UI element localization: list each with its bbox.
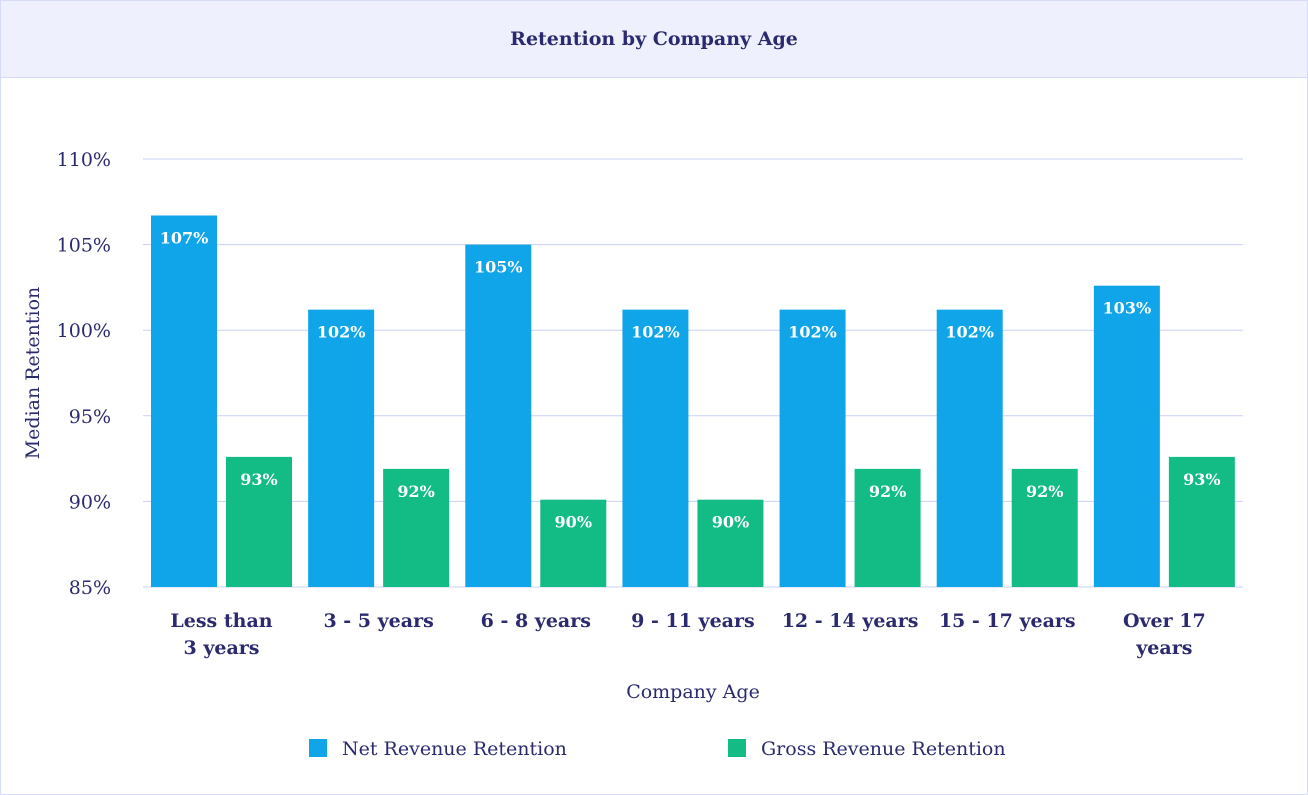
data-label: 92% <box>869 482 906 501</box>
x-tick-label: 12 - 14 years <box>782 610 919 632</box>
x-tick-label: years <box>1135 637 1192 659</box>
data-label: 90% <box>555 513 592 532</box>
gross-retention-bar <box>697 499 764 587</box>
y-tick-label: 85% <box>69 577 111 599</box>
data-label: 102% <box>945 323 994 342</box>
data-label: 92% <box>397 482 434 501</box>
x-axis-label: Company Age <box>626 681 760 703</box>
data-label: 90% <box>712 513 749 532</box>
data-label: 92% <box>1026 482 1063 501</box>
net-retention-bar <box>465 244 532 587</box>
x-tick-label: Over 17 <box>1123 610 1206 632</box>
y-tick-label: 95% <box>69 406 111 428</box>
x-tick-label: 3 - 5 years <box>323 610 433 632</box>
net-retention-bar <box>779 309 846 587</box>
gross-retention-bar <box>540 499 607 587</box>
legend-swatch <box>728 739 746 757</box>
gross-retention-bar <box>1011 468 1078 587</box>
data-label: 102% <box>788 323 837 342</box>
data-label: 105% <box>474 258 523 277</box>
gross-retention-bar <box>1168 456 1235 587</box>
y-tick-label: 90% <box>69 491 111 513</box>
x-tick-label: 15 - 17 years <box>939 610 1076 632</box>
net-retention-bar <box>936 309 1003 587</box>
x-tick-label: Less than <box>170 610 272 632</box>
chart-title: Retention by Company Age <box>510 28 798 50</box>
legend-label: Net Revenue Retention <box>342 738 567 760</box>
legend-swatch <box>309 739 327 757</box>
gross-retention-bar <box>226 456 292 587</box>
data-label: 107% <box>160 228 209 247</box>
data-label: 93% <box>1183 470 1220 489</box>
x-tick-label: 3 years <box>184 637 260 659</box>
y-axis-label: Median Retention <box>22 287 44 460</box>
net-retention-bar <box>622 309 689 587</box>
gross-retention-bar <box>383 468 450 587</box>
y-tick-label: 105% <box>57 235 111 257</box>
gross-retention-bar <box>854 468 921 587</box>
legend-label: Gross Revenue Retention <box>761 738 1006 760</box>
data-label: 93% <box>240 470 277 489</box>
net-retention-bar <box>1093 285 1160 587</box>
x-tick-label: 6 - 8 years <box>481 610 591 632</box>
data-label: 102% <box>631 323 680 342</box>
net-retention-bar <box>151 215 217 587</box>
x-tick-label: 9 - 11 years <box>631 610 755 632</box>
data-label: 103% <box>1103 299 1152 318</box>
chart-header: Retention by Company Age <box>1 1 1307 78</box>
net-retention-bar <box>308 309 375 587</box>
data-label: 102% <box>317 323 366 342</box>
y-tick-label: 100% <box>57 320 111 342</box>
y-tick-label: 110% <box>57 149 111 171</box>
